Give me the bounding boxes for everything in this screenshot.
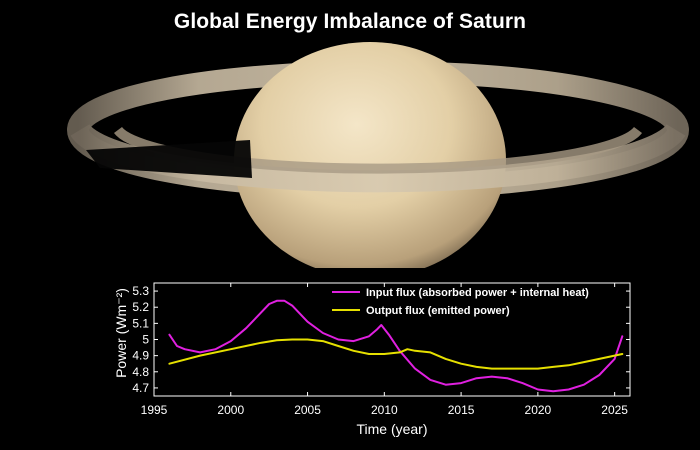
- chart-panel-background: [110, 268, 630, 400]
- x-tick-label: 2025: [601, 403, 628, 417]
- x-tick-label: 2010: [371, 403, 398, 417]
- legend: Input flux (absorbed power + internal he…: [332, 287, 589, 317]
- y-tick-label: 5.2: [132, 300, 149, 314]
- y-tick-label: 5.1: [132, 316, 149, 330]
- x-tick-label: 2015: [448, 403, 475, 417]
- y-tick-label: 4.7: [132, 381, 149, 395]
- x-tick-label: 2000: [217, 403, 244, 417]
- x-tick-label: 2005: [294, 403, 321, 417]
- legend-label-output-flux: Output flux (emitted power): [366, 305, 510, 317]
- series-layer: [168, 299, 624, 393]
- chart-title: Global Energy Imbalance of Saturn: [173, 10, 527, 33]
- x-tick-label: 2020: [525, 403, 552, 417]
- series-line-output-flux: [168, 338, 624, 370]
- ring-shadow: [86, 140, 252, 178]
- x-tick-label: 1995: [141, 403, 168, 417]
- y-tick-label: 5: [142, 333, 149, 347]
- legend-label-input-flux: Input flux (absorbed power + internal he…: [366, 287, 589, 299]
- y-axis-label: Power (Wm⁻²): [113, 288, 129, 378]
- x-axis-label: Time (year): [356, 421, 427, 437]
- saturn-planet: [234, 42, 506, 278]
- y-tick-label: 5.3: [132, 284, 149, 298]
- y-tick-label: 4.9: [132, 349, 149, 363]
- series-line-input-flux: [168, 299, 624, 393]
- axes-layer: 1995 2000 2005 2010 2015 2020 2025 4.7 4.8 4.9 5 5.…: [132, 282, 631, 417]
- y-tick-label: 4.8: [132, 365, 149, 379]
